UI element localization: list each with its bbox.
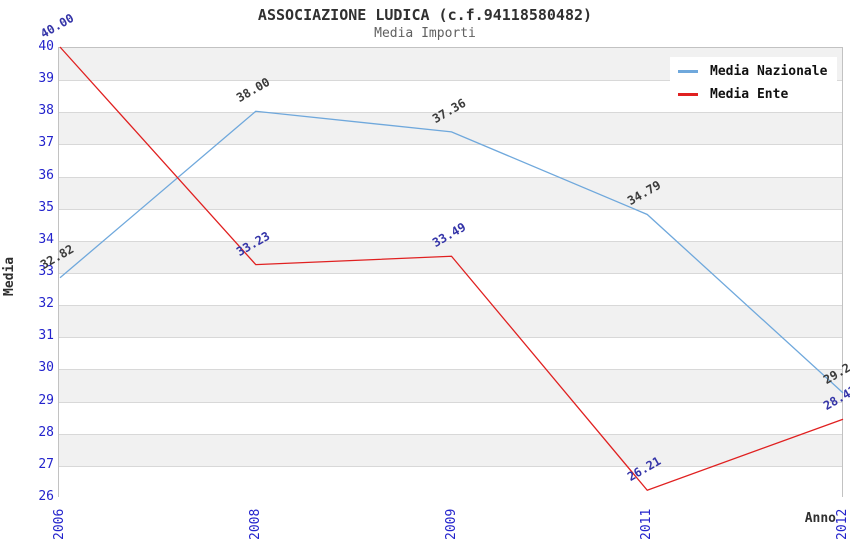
legend-item-media-nazionale: Media Nazionale [678, 60, 827, 83]
plot-band [59, 112, 842, 145]
gridline [59, 208, 842, 210]
legend-label: Media Nazionale [710, 64, 828, 79]
y-tick-label: 35 [38, 199, 54, 215]
gridline [59, 401, 842, 403]
legend-swatch-media-ente [678, 93, 698, 96]
plot-band [59, 433, 842, 466]
plot-band [59, 176, 842, 209]
y-tick-label: 39 [38, 71, 54, 87]
y-tick-label: 31 [38, 328, 54, 344]
plot-band [59, 337, 842, 370]
legend-swatch-media-nazionale [678, 70, 698, 73]
legend-item-media-ente: Media Ente [678, 83, 827, 106]
gridline [59, 273, 842, 274]
y-tick-label: 40 [38, 39, 54, 54]
chart-subtitle: Media Importi [374, 26, 476, 41]
series-line-media-nazionale [59, 110, 844, 394]
gridline [59, 112, 842, 114]
y-tick-label: 29 [38, 392, 54, 408]
chart-title: ASSOCIAZIONE LUDICA (c.f.94118580482) [257, 6, 593, 24]
gridline [59, 144, 842, 146]
y-tick-label: 36 [38, 167, 54, 183]
plot-band [59, 208, 842, 241]
y-tick-label: 30 [38, 360, 54, 376]
plot-area [58, 47, 843, 498]
plot-band [59, 369, 842, 402]
y-tick-label: 37 [38, 135, 54, 151]
x-axis-title: Anno [804, 511, 836, 526]
gridline [59, 369, 842, 371]
y-tick-label: 27 [38, 456, 54, 472]
gridline [59, 305, 842, 307]
y-tick-label: 26 [38, 489, 54, 504]
gridline [59, 465, 842, 467]
legend: Media Nazionale Media Ente [670, 57, 838, 109]
plot-band [59, 465, 842, 498]
plot-band [59, 273, 842, 306]
plot-band [59, 144, 842, 177]
plot-band [59, 305, 842, 338]
y-tick-label: 34 [38, 231, 54, 247]
legend-label: Media Ente [710, 87, 789, 102]
y-tick-label: 33 [38, 264, 54, 279]
gridline [59, 240, 842, 242]
y-tick-label: 32 [38, 296, 54, 312]
gridline [59, 337, 842, 339]
gridline [59, 80, 842, 82]
plot-band [59, 401, 842, 434]
gridline [59, 433, 842, 435]
y-tick-label: 28 [38, 424, 54, 440]
series-line-media-ente [59, 46, 844, 492]
gridline [59, 176, 842, 178]
y-tick-label: 38 [38, 103, 54, 119]
